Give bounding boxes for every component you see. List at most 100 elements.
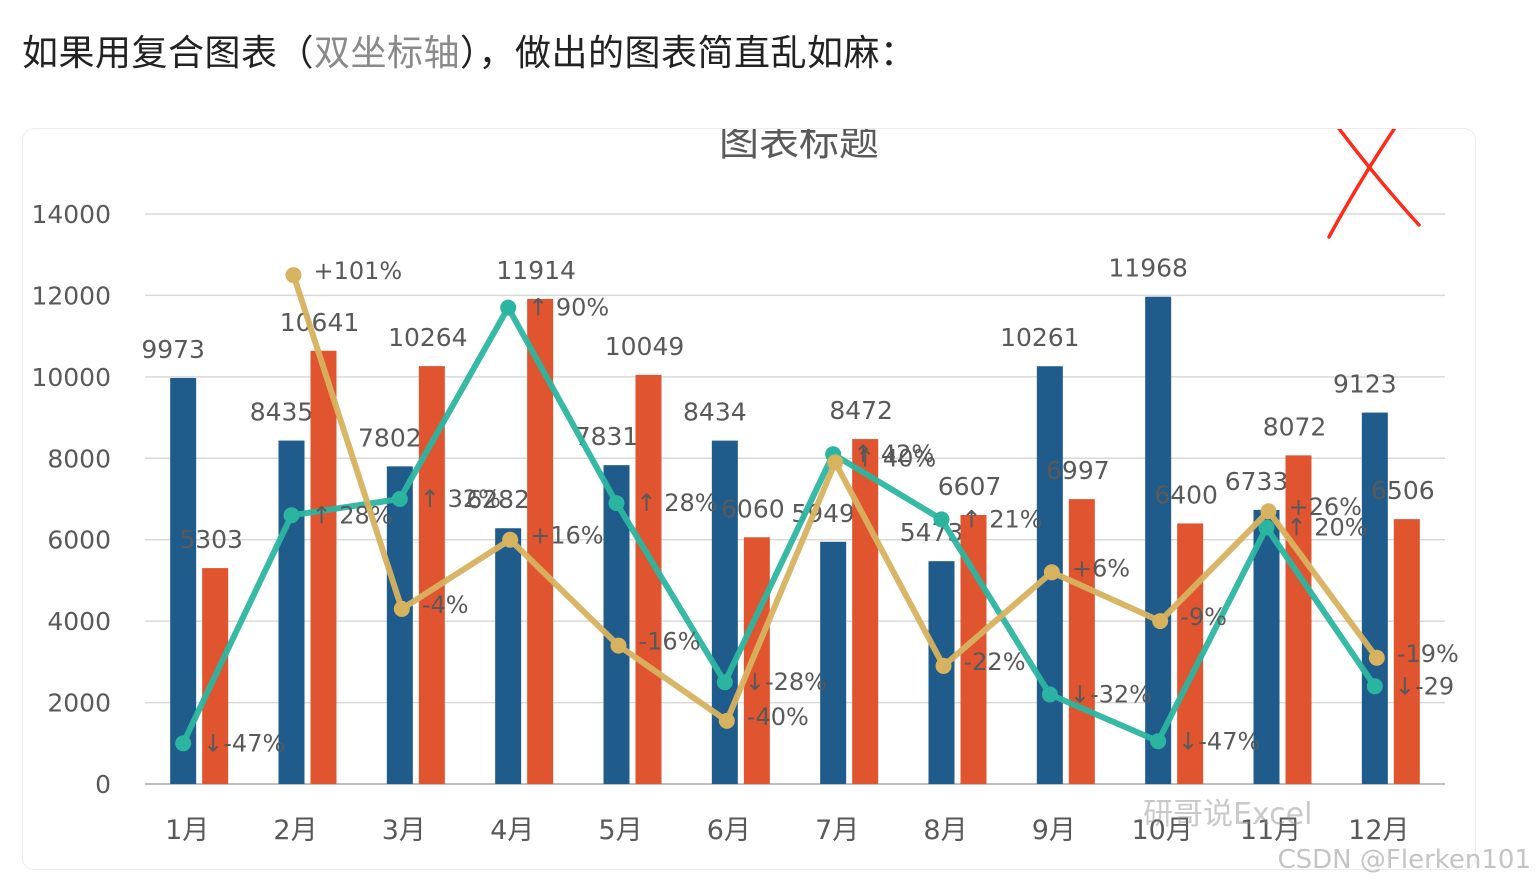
cross-stroke [1337, 129, 1421, 227]
y-tick-label: 8000 [47, 444, 111, 473]
line-value-label: -22% [964, 648, 1026, 676]
line-value-label: ↑ 90% [528, 294, 609, 322]
line-point [608, 495, 625, 512]
x-tick-label: 6月 [707, 815, 751, 846]
bar-value-label: 6607 [938, 472, 1002, 501]
line-value-label: ↑ 20% [1287, 514, 1368, 542]
y-tick-label: 4000 [47, 607, 111, 636]
heading-text-before: 如果用复合图表（ [22, 33, 315, 74]
bar-value-label: 10641 [280, 308, 360, 337]
y-tick-label: 2000 [47, 689, 111, 718]
line-point [175, 735, 192, 752]
line-point [1260, 503, 1277, 520]
line-value-label: ↓-47% [203, 729, 285, 757]
y-tick-label: 12000 [31, 281, 111, 310]
line-point [502, 531, 519, 548]
y-tick-label: 0 [95, 770, 111, 799]
line-value-label: -4% [422, 591, 469, 619]
line-point [1368, 649, 1385, 666]
bar-value-label: 8472 [829, 396, 893, 425]
line-value-label: ↓-32% [1070, 680, 1152, 708]
line-point [1150, 733, 1167, 750]
bar [1253, 509, 1280, 784]
line-point [827, 454, 844, 471]
bar-value-label: 6282 [466, 485, 530, 514]
x-tick-label: 10月 [1131, 815, 1192, 846]
line-point [610, 637, 627, 654]
bar-value-label: 8072 [1263, 412, 1327, 441]
bar-value-label: 6060 [721, 494, 785, 523]
x-tick-label: 2月 [273, 815, 317, 846]
bar [1361, 412, 1388, 784]
x-tick-label: 11月 [1240, 815, 1301, 846]
line-series [180, 304, 1378, 745]
line-value-label: -19% [1397, 640, 1459, 668]
bar [852, 439, 879, 784]
line-value-label: ↓-47% [1178, 727, 1260, 755]
line-value-label: +26% [1289, 493, 1362, 521]
line-point [716, 674, 733, 691]
bar-value-label: 5303 [179, 525, 243, 554]
bar [310, 350, 337, 784]
x-tick-label: 7月 [815, 815, 859, 846]
bar-value-label: 9123 [1333, 370, 1397, 399]
bar [635, 374, 662, 784]
bar [1393, 519, 1420, 784]
bar [1068, 499, 1095, 784]
line-point [718, 712, 735, 729]
image-watermark: 研哥说Excel [1143, 797, 1312, 832]
bar [1145, 296, 1172, 784]
line-point [1043, 564, 1060, 581]
bar-value-label: 9973 [141, 335, 205, 364]
bar [170, 377, 197, 784]
bar-value-label: 6733 [1225, 467, 1289, 496]
x-tick-label: 4月 [490, 815, 534, 846]
line-point [1258, 519, 1275, 536]
heading-link-dual-axis[interactable]: 双坐标轴 [314, 33, 461, 74]
line-point [1041, 686, 1058, 703]
bar [495, 528, 522, 784]
heading: 如果用复合图表（双坐标轴），做出的图表简直乱如麻： [22, 24, 917, 76]
x-tick-label: 12月 [1348, 815, 1409, 846]
line-point [1366, 678, 1383, 695]
line-value-label: +101% [314, 257, 403, 285]
combo-chart: 图表标题 0 2000 4000 6000 8000 10000 12000 14000 9973… [31, 129, 1459, 846]
line-point [285, 267, 302, 284]
bar [820, 541, 847, 784]
chart-title: 图表标题 [719, 129, 879, 165]
line-value-label: ↑ 28% [312, 501, 393, 529]
bar-value-label: 6997 [1046, 456, 1110, 485]
line-value-label: -40% [747, 703, 809, 731]
line-value-label: ↑ 42% [853, 440, 934, 468]
bar-value-label: 11914 [496, 256, 576, 285]
x-tick-label: 1月 [165, 815, 209, 846]
csdn-watermark: CSDN @Flerken101 [1277, 845, 1532, 875]
line-value-label: -16% [639, 628, 701, 656]
cross-stroke [1327, 129, 1397, 239]
bar-value-label: 11968 [1108, 254, 1188, 283]
line-value-label: ↑ 21% [962, 505, 1043, 533]
y-tick-label: 10000 [31, 363, 111, 392]
line-value-label: ↑ 40% [855, 444, 936, 472]
line-point [283, 507, 300, 524]
line-value-label: ↓-29 [1395, 672, 1454, 700]
bar [743, 537, 770, 784]
line-point [391, 491, 408, 507]
bar [1285, 455, 1312, 784]
x-tick-label: 9月 [1032, 815, 1076, 846]
line-point [1152, 613, 1169, 630]
bar-value-label: 8435 [250, 398, 314, 427]
line-point [933, 511, 950, 528]
bar [1177, 523, 1204, 784]
bar-value-label: 10264 [388, 323, 468, 352]
y-tick-label: 14000 [31, 200, 111, 229]
bar-value-label: 10261 [1000, 323, 1080, 352]
bar [418, 366, 445, 784]
line-value-label: +6% [1072, 554, 1130, 582]
heading-text-after: ），做出的图表简直乱如麻： [460, 33, 917, 74]
bar-value-label: 10049 [605, 332, 685, 361]
line-point [500, 299, 517, 316]
y-tick-label: 6000 [47, 526, 111, 555]
x-tick-label: 3月 [382, 815, 426, 846]
line-value-label: -9% [1180, 603, 1227, 631]
